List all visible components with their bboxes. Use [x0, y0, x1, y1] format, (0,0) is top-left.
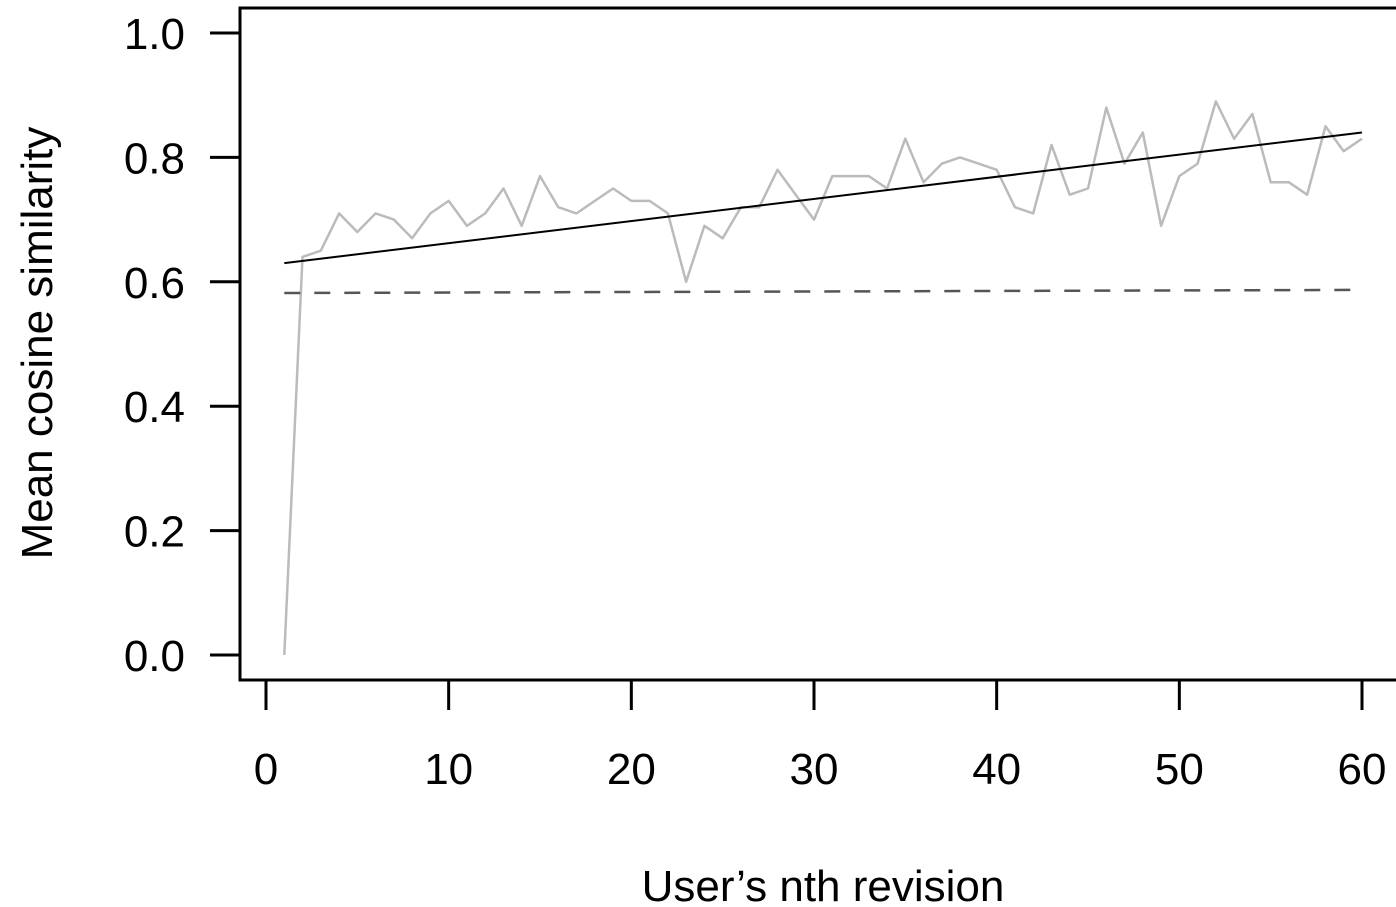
- x-tick-label: 0: [254, 745, 278, 794]
- series-layer: [283, 100, 1363, 656]
- y-tick-label: 0.2: [124, 508, 185, 557]
- mean-similarity-line: [283, 100, 1363, 656]
- y-axis-label: Mean cosine similarity: [13, 127, 62, 560]
- plot-border: [238, 6, 1396, 682]
- x-tick-label: 30: [790, 745, 839, 794]
- y-tick-label: 0.0: [124, 632, 185, 681]
- plot-frame: [238, 6, 1396, 682]
- y-axis: 0.0 0.2 0.4 0.6 0.8 1.0: [124, 10, 240, 681]
- x-tick-label: 10: [424, 745, 473, 794]
- x-tick-label: 60: [1338, 745, 1387, 794]
- y-tick-label: 1.0: [124, 10, 185, 59]
- x-axis-label: User’s nth revision: [642, 862, 1005, 907]
- trend-line: [284, 131, 1363, 265]
- y-tick-label: 0.6: [124, 259, 185, 308]
- y-tick-label: 0.8: [124, 134, 185, 183]
- x-tick-label: 50: [1155, 745, 1204, 794]
- baseline-dashed-line: [284, 288, 1363, 295]
- x-tick-label: 20: [607, 745, 656, 794]
- x-tick-label: 40: [972, 745, 1021, 794]
- x-axis: 0 10 20 30 40 50 60: [254, 680, 1387, 794]
- y-tick-label: 0.4: [124, 383, 185, 432]
